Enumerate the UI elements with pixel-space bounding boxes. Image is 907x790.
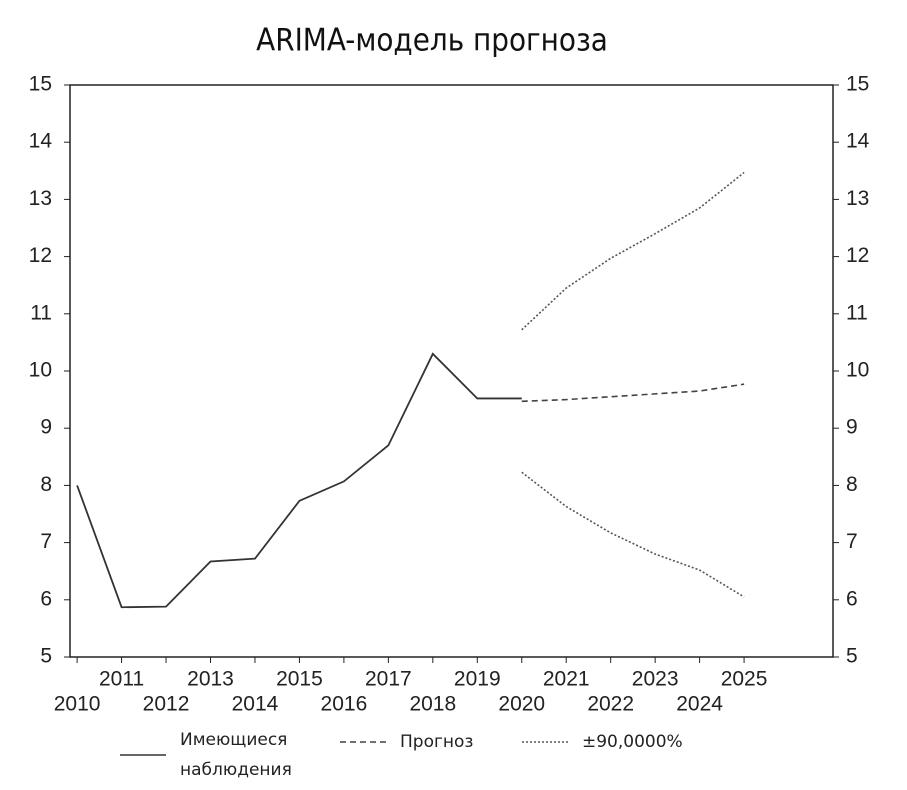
y-tick-label: 15 — [29, 73, 52, 96]
legend-swatch — [120, 754, 166, 756]
y-tick-label: 13 — [29, 187, 52, 210]
y2-tick-label: 8 — [846, 473, 858, 496]
x-tick-label: 2016 — [321, 693, 368, 716]
y2-tick-label: 15 — [846, 73, 869, 96]
y-tick-label: 14 — [29, 130, 53, 153]
y2-tick-label: 7 — [846, 530, 858, 553]
series-line — [521, 171, 745, 331]
legend-label: Прогноз — [400, 732, 474, 752]
y-tick-label: 9 — [40, 416, 52, 439]
x-tick-label: 2015 — [276, 668, 323, 691]
x-tick-label: 2020 — [498, 693, 545, 716]
plot-frame — [69, 84, 834, 658]
legend-item: ±90,0000% — [522, 727, 683, 757]
y2-tick-label: 11 — [846, 301, 868, 324]
y-tick-label: 12 — [29, 244, 52, 267]
y2-tick-label: 14 — [846, 130, 870, 153]
y2-tick-label: 9 — [846, 416, 858, 439]
x-tick-label: 2011 — [99, 668, 144, 691]
legend-item: Прогноз — [340, 727, 473, 757]
x-tick-label: 2024 — [676, 693, 723, 716]
y-tick-label: 6 — [40, 587, 52, 610]
y-tick-label: 10 — [29, 359, 52, 382]
y-tick-label: 7 — [40, 530, 52, 553]
series-line — [521, 471, 745, 598]
series-line — [521, 383, 745, 403]
x-tick-label: 2014 — [232, 693, 279, 716]
x-tick-label: 2025 — [721, 668, 768, 691]
y2-tick-label: 6 — [846, 587, 858, 610]
series-line — [76, 352, 522, 609]
x-tick-label: 2013 — [187, 668, 234, 691]
x-tick-label: 2019 — [454, 668, 501, 691]
legend-swatch — [340, 741, 386, 743]
x-tick-label: 2023 — [632, 668, 679, 691]
chart-title: ARIMA-модель прогноза — [256, 23, 608, 59]
y-tick-label: 8 — [40, 473, 52, 496]
legend-item: Имеющиеся наблюдения — [120, 725, 298, 785]
y2-tick-label: 13 — [846, 187, 869, 210]
legend-label: ±90,0000% — [582, 732, 683, 752]
x-tick-label: 2022 — [587, 693, 634, 716]
y-tick-label: 5 — [40, 645, 52, 668]
legend-label: Имеющиеся наблюдения — [180, 730, 292, 780]
y2-tick-label: 5 — [846, 645, 858, 668]
legend-swatch — [522, 741, 568, 743]
x-tick-label: 2012 — [143, 693, 190, 716]
x-tick-label: 2021 — [543, 668, 590, 691]
y-tick-label: 11 — [30, 301, 52, 324]
y2-tick-label: 10 — [846, 359, 869, 382]
x-tick-label: 2018 — [409, 693, 456, 716]
y2-tick-label: 12 — [846, 244, 869, 267]
x-tick-label: 2010 — [54, 693, 101, 716]
x-tick-label: 2017 — [365, 668, 412, 691]
